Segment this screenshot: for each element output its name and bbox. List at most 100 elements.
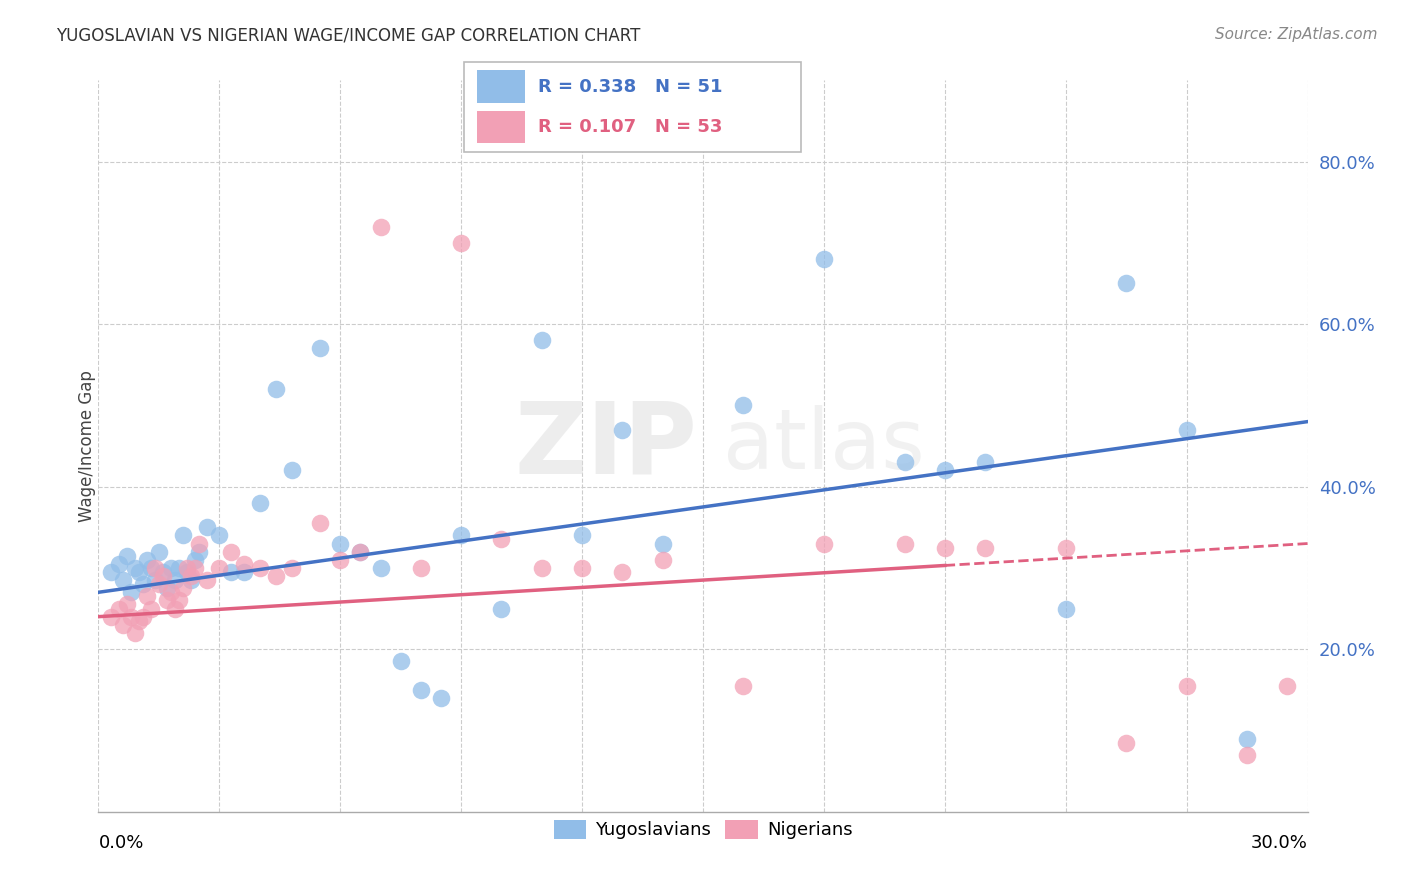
Point [974, 455, 997, 469]
Point [115, 549, 138, 563]
Point [1054, 601, 1077, 615]
Point [530, 334, 553, 348]
Point [128, 614, 150, 628]
Point [221, 544, 243, 558]
Point [651, 553, 673, 567]
Point [160, 585, 183, 599]
Point [172, 528, 194, 542]
Point [309, 342, 332, 356]
Point [111, 573, 134, 587]
Point [571, 561, 593, 575]
Point [813, 536, 835, 550]
Point [329, 553, 352, 567]
Point [135, 590, 157, 604]
Point [100, 609, 122, 624]
Point [180, 573, 202, 587]
Point [124, 626, 146, 640]
Point [571, 528, 593, 542]
Point [221, 565, 243, 579]
Point [491, 533, 513, 547]
Point [124, 561, 146, 575]
Point [180, 569, 202, 583]
Point [651, 536, 673, 550]
Point [120, 609, 142, 624]
Point [135, 553, 157, 567]
Text: R = 0.107   N = 53: R = 0.107 N = 53 [538, 118, 723, 136]
FancyBboxPatch shape [464, 62, 801, 152]
Point [111, 617, 134, 632]
Point [1357, 682, 1379, 697]
Point [249, 561, 271, 575]
Point [450, 235, 472, 250]
Point [160, 561, 183, 575]
Point [329, 536, 352, 550]
Point [974, 541, 997, 555]
Point [172, 581, 194, 595]
Point [107, 601, 129, 615]
Point [132, 577, 155, 591]
Text: Source: ZipAtlas.com: Source: ZipAtlas.com [1215, 27, 1378, 42]
Point [1316, 658, 1339, 673]
Point [370, 219, 392, 234]
Point [491, 601, 513, 615]
Point [139, 601, 162, 615]
Point [143, 561, 166, 575]
Point [1054, 541, 1077, 555]
Point [156, 593, 179, 607]
Point [430, 690, 453, 705]
Point [208, 561, 231, 575]
Point [612, 565, 634, 579]
Point [1277, 679, 1299, 693]
Point [1175, 423, 1198, 437]
Point [893, 455, 915, 469]
Point [264, 382, 287, 396]
Point [148, 577, 170, 591]
Point [309, 516, 332, 531]
Point [120, 585, 142, 599]
Point [195, 520, 218, 534]
Point [167, 561, 190, 575]
Point [188, 544, 211, 558]
Legend: Yugoslavians, Nigerians: Yugoslavians, Nigerians [547, 813, 859, 847]
Text: 30.0%: 30.0% [1251, 834, 1308, 852]
Bar [478, 70, 524, 103]
Point [148, 544, 170, 558]
Point [100, 565, 122, 579]
Point [1115, 736, 1137, 750]
Point [176, 565, 198, 579]
Point [163, 601, 186, 615]
Point [733, 679, 755, 693]
Point [139, 561, 162, 575]
Point [115, 598, 138, 612]
Point [813, 252, 835, 266]
Point [934, 463, 956, 477]
Text: ZIP: ZIP [515, 398, 697, 494]
Point [152, 565, 174, 579]
Point [208, 528, 231, 542]
Point [264, 569, 287, 583]
Point [530, 561, 553, 575]
Point [934, 541, 956, 555]
Point [1115, 277, 1137, 291]
Point [152, 569, 174, 583]
Point [188, 536, 211, 550]
Bar [478, 111, 524, 143]
Text: R = 0.338   N = 51: R = 0.338 N = 51 [538, 78, 723, 95]
Point [107, 557, 129, 571]
Point [176, 561, 198, 575]
Y-axis label: Wage/Income Gap: Wage/Income Gap [79, 370, 96, 522]
Text: YUGOSLAVIAN VS NIGERIAN WAGE/INCOME GAP CORRELATION CHART: YUGOSLAVIAN VS NIGERIAN WAGE/INCOME GAP … [56, 27, 641, 45]
Point [163, 573, 186, 587]
Text: atlas: atlas [723, 406, 925, 486]
Point [128, 565, 150, 579]
Point [195, 573, 218, 587]
Point [409, 682, 432, 697]
Point [1236, 747, 1258, 762]
Point [232, 565, 254, 579]
Point [893, 536, 915, 550]
Point [281, 561, 304, 575]
Text: 0.0%: 0.0% [98, 834, 143, 852]
Point [249, 496, 271, 510]
Point [349, 544, 371, 558]
Point [281, 463, 304, 477]
